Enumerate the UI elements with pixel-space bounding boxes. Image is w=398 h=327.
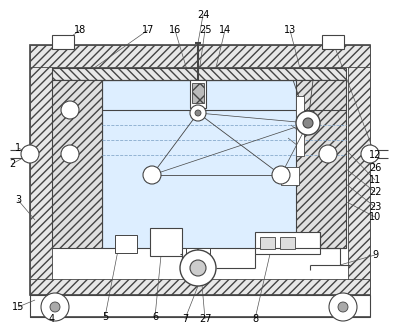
Circle shape xyxy=(190,105,206,121)
Circle shape xyxy=(272,166,290,184)
Text: 9: 9 xyxy=(372,250,378,260)
Text: 1: 1 xyxy=(15,143,21,153)
Text: 5: 5 xyxy=(102,312,108,322)
Text: 16: 16 xyxy=(169,25,181,35)
Text: 27: 27 xyxy=(199,314,211,324)
Circle shape xyxy=(143,166,161,184)
Bar xyxy=(52,35,74,49)
Circle shape xyxy=(338,302,348,312)
Text: 3: 3 xyxy=(15,195,21,205)
Text: 25: 25 xyxy=(199,25,211,35)
Bar xyxy=(30,295,370,317)
Text: 23: 23 xyxy=(369,202,381,212)
Circle shape xyxy=(319,145,337,163)
Circle shape xyxy=(61,101,79,119)
Bar xyxy=(30,45,370,295)
Bar xyxy=(190,80,206,108)
Text: 8: 8 xyxy=(252,314,258,324)
Text: 6: 6 xyxy=(152,312,158,322)
Bar xyxy=(186,248,210,266)
Text: 11: 11 xyxy=(369,175,381,185)
Bar xyxy=(102,80,346,248)
Circle shape xyxy=(190,260,206,276)
Text: 17: 17 xyxy=(142,25,154,35)
Bar xyxy=(281,167,299,185)
Text: 10: 10 xyxy=(369,212,381,222)
Circle shape xyxy=(361,145,379,163)
Bar xyxy=(296,96,304,156)
Text: 15: 15 xyxy=(12,302,24,312)
Text: 18: 18 xyxy=(74,25,86,35)
Bar xyxy=(30,279,370,295)
Bar xyxy=(255,232,320,254)
Circle shape xyxy=(329,293,357,321)
Text: 22: 22 xyxy=(369,187,381,197)
Bar xyxy=(260,237,275,249)
Circle shape xyxy=(21,145,39,163)
Text: 7: 7 xyxy=(182,314,188,324)
Text: 12: 12 xyxy=(369,150,381,160)
Text: 4: 4 xyxy=(49,314,55,324)
Circle shape xyxy=(296,111,320,135)
Bar xyxy=(52,68,346,80)
Bar xyxy=(52,80,102,248)
Bar xyxy=(30,45,52,295)
Text: 26: 26 xyxy=(369,163,381,173)
Text: 13: 13 xyxy=(284,25,296,35)
Bar xyxy=(192,83,204,103)
Text: 24: 24 xyxy=(197,10,209,20)
Circle shape xyxy=(61,145,79,163)
Circle shape xyxy=(303,118,313,128)
Circle shape xyxy=(41,293,69,321)
Text: 14: 14 xyxy=(219,25,231,35)
Text: 2: 2 xyxy=(9,159,15,169)
Bar xyxy=(296,80,346,248)
Circle shape xyxy=(50,302,60,312)
Circle shape xyxy=(180,250,216,286)
Bar xyxy=(30,45,370,67)
Bar xyxy=(150,228,182,256)
Bar xyxy=(115,235,137,253)
Bar xyxy=(348,45,370,295)
Bar xyxy=(280,237,295,249)
Bar xyxy=(322,35,344,49)
Circle shape xyxy=(195,110,201,116)
